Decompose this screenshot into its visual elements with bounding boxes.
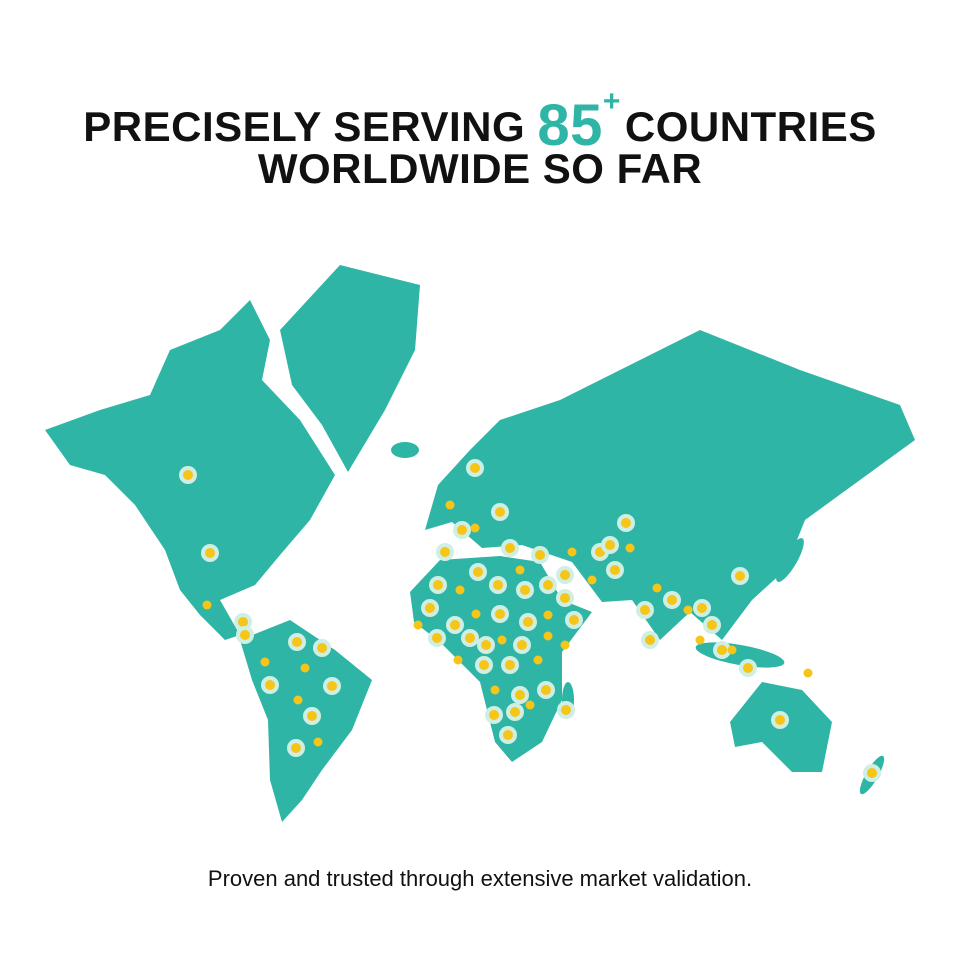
marker xyxy=(413,620,423,630)
marker xyxy=(457,525,467,535)
iceland xyxy=(391,442,419,458)
country-count: 85 xyxy=(537,93,603,158)
marker xyxy=(292,637,302,647)
japan xyxy=(776,538,804,582)
marker xyxy=(510,707,520,717)
marker xyxy=(775,715,785,725)
marker xyxy=(560,570,570,580)
marker xyxy=(260,657,270,667)
marker xyxy=(683,605,693,615)
marker xyxy=(238,617,248,627)
marker xyxy=(735,571,745,581)
marker xyxy=(610,565,620,575)
marker xyxy=(425,603,435,613)
marker xyxy=(867,768,877,778)
marker xyxy=(525,700,535,710)
marker xyxy=(587,575,597,585)
marker xyxy=(205,548,215,558)
marker xyxy=(473,567,483,577)
marker xyxy=(465,633,475,643)
marker xyxy=(313,737,323,747)
marker xyxy=(183,470,193,480)
marker xyxy=(327,681,337,691)
marker xyxy=(450,620,460,630)
marker xyxy=(707,620,717,630)
marker xyxy=(495,507,505,517)
marker xyxy=(515,690,525,700)
marker xyxy=(432,633,442,643)
greenland xyxy=(280,265,420,472)
marker xyxy=(697,603,707,613)
marker xyxy=(497,635,507,645)
marker xyxy=(505,543,515,553)
marker xyxy=(470,523,480,533)
marker xyxy=(717,645,727,655)
marker xyxy=(543,610,553,620)
marker xyxy=(307,711,317,721)
marker xyxy=(535,550,545,560)
marker xyxy=(300,663,310,673)
marker xyxy=(505,660,515,670)
marker xyxy=(470,463,480,473)
marker xyxy=(291,743,301,753)
marker xyxy=(652,583,662,593)
marker xyxy=(543,631,553,641)
marker xyxy=(567,547,577,557)
marker xyxy=(455,585,465,595)
marker xyxy=(489,710,499,720)
marker xyxy=(293,695,303,705)
marker xyxy=(561,705,571,715)
marker xyxy=(625,543,635,553)
title-text: COUNTRIES xyxy=(624,103,877,150)
title-text: PRECISELY SERVING xyxy=(83,103,526,150)
superscript: + xyxy=(602,85,621,118)
marker xyxy=(667,595,677,605)
caption: Proven and trusted through extensive mar… xyxy=(207,866,753,891)
marker xyxy=(560,593,570,603)
marker xyxy=(490,685,500,695)
marker xyxy=(433,580,443,590)
marker xyxy=(445,500,455,510)
marker xyxy=(743,663,753,673)
marker xyxy=(569,615,579,625)
marker xyxy=(202,600,212,610)
marker xyxy=(240,630,250,640)
marker xyxy=(520,585,530,595)
marker xyxy=(503,730,513,740)
marker xyxy=(471,609,481,619)
marker xyxy=(640,605,650,615)
eurasia xyxy=(425,330,915,640)
marker xyxy=(479,660,489,670)
marker xyxy=(440,547,450,557)
africa xyxy=(410,556,592,762)
marker xyxy=(621,518,631,528)
country-markers xyxy=(179,459,881,782)
marker xyxy=(541,685,551,695)
marker xyxy=(481,640,491,650)
marker xyxy=(645,635,655,645)
marker xyxy=(517,640,527,650)
marker xyxy=(523,617,533,627)
marker xyxy=(515,565,525,575)
marker xyxy=(493,580,503,590)
marker xyxy=(605,540,615,550)
marker xyxy=(495,609,505,619)
marker xyxy=(695,635,705,645)
title-line: WORLDWIDE SO FAR xyxy=(257,145,703,192)
marker xyxy=(453,655,463,665)
marker xyxy=(727,645,737,655)
land xyxy=(45,265,915,822)
marker xyxy=(317,643,327,653)
marker xyxy=(543,580,553,590)
marker xyxy=(560,640,570,650)
marker xyxy=(803,668,813,678)
marker xyxy=(533,655,543,665)
title-line: PRECISELY SERVING 85+COUNTRIES xyxy=(0,85,960,159)
marker xyxy=(265,680,275,690)
